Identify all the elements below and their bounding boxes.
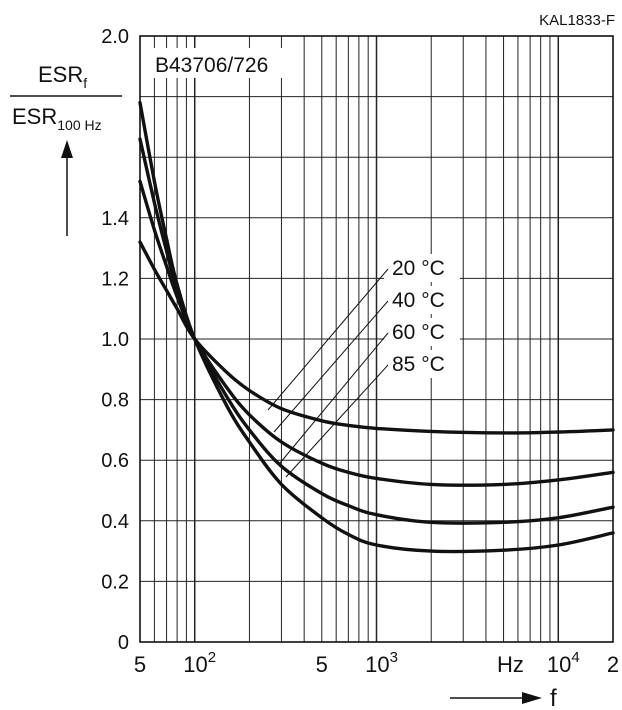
legend-label-1: 20 °C bbox=[392, 257, 445, 280]
y-tick-label: 0.8 bbox=[101, 390, 129, 412]
x-tick-labels: 5 102 5 103 104 2 bbox=[134, 649, 619, 677]
x-tick-label: 103 bbox=[365, 649, 398, 677]
series-line-2 bbox=[138, 179, 615, 487]
legend-label-2: 40 °C bbox=[392, 289, 445, 312]
y-tick-label: 0 bbox=[118, 632, 129, 654]
legend-leader-line bbox=[285, 364, 389, 478]
legend-leader-line bbox=[267, 268, 389, 411]
x-tick-label: 5 bbox=[134, 652, 146, 677]
legend-leader-line bbox=[273, 300, 389, 433]
y-axis-label: ESRf ESR100 Hz bbox=[10, 62, 122, 236]
title-background bbox=[147, 48, 297, 78]
figure-id: KAL1833-F bbox=[539, 12, 615, 29]
legend-label-4: 85 °C bbox=[392, 353, 445, 376]
y-label-numerator: ESRf bbox=[38, 62, 87, 91]
chart-title: B43706/726 bbox=[155, 54, 268, 77]
x-tick-label: 2 bbox=[607, 652, 619, 677]
legend-label-background bbox=[384, 254, 460, 282]
y-axis-arrow-head bbox=[61, 140, 73, 158]
x-tick-label: 102 bbox=[183, 649, 216, 677]
y-tick-label: 2.0 bbox=[101, 26, 129, 48]
legend-label-background bbox=[384, 350, 460, 378]
series-line-1 bbox=[138, 240, 615, 435]
plot-frame bbox=[139, 35, 614, 643]
y-tick-label: 0.6 bbox=[101, 450, 129, 472]
legend-label-background bbox=[384, 318, 460, 346]
x-axis-label: f bbox=[450, 685, 557, 710]
legend-label-3: 60 °C bbox=[392, 321, 445, 344]
x-axis-arrow-head bbox=[522, 692, 542, 704]
y-tick-label: 1.2 bbox=[101, 268, 129, 290]
gridlines bbox=[140, 35, 614, 642]
y-tick-labels: 0 0.2 0.4 0.6 0.8 1.0 1.2 1.4 2.0 bbox=[101, 26, 129, 654]
legend-leader-line bbox=[279, 332, 389, 464]
y-tick-label: 0.4 bbox=[101, 511, 129, 533]
y-tick-label: 1.4 bbox=[101, 208, 129, 230]
series-line-3 bbox=[138, 137, 615, 525]
series-line-4 bbox=[138, 101, 615, 554]
x-tick-label: 5 bbox=[316, 652, 328, 677]
series-curves bbox=[138, 101, 615, 554]
x-unit-label: Hz bbox=[497, 652, 524, 677]
x-tick-label: 104 bbox=[547, 649, 580, 677]
legend-label-background bbox=[384, 286, 460, 314]
y-tick-label: 0.2 bbox=[101, 571, 129, 593]
y-tick-label: 1.0 bbox=[101, 329, 129, 351]
series-legend: 20 °C 40 °C 60 °C 85 °C bbox=[267, 254, 460, 478]
x-axis-label-text: f bbox=[550, 685, 557, 710]
y-label-denominator: ESR100 Hz bbox=[12, 104, 102, 133]
